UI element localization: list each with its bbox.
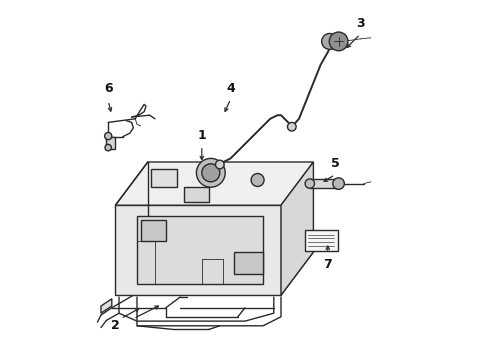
Circle shape [251,174,264,186]
Polygon shape [234,252,263,274]
Text: 5: 5 [331,157,340,170]
Circle shape [333,178,344,189]
Circle shape [105,144,111,151]
Circle shape [216,160,224,169]
Polygon shape [141,220,166,241]
FancyBboxPatch shape [305,230,338,251]
Polygon shape [281,162,314,295]
Text: 6: 6 [104,82,113,95]
Polygon shape [137,216,263,284]
Polygon shape [116,252,314,295]
Text: 3: 3 [356,17,365,30]
Circle shape [321,33,338,49]
Circle shape [288,122,296,131]
Text: 2: 2 [111,319,120,332]
Text: 7: 7 [323,258,332,271]
Polygon shape [151,169,176,187]
Circle shape [104,132,112,140]
Polygon shape [310,179,339,188]
Polygon shape [116,205,281,295]
Text: 4: 4 [226,82,235,95]
Circle shape [305,179,315,188]
Circle shape [196,158,225,187]
Polygon shape [101,299,112,313]
Polygon shape [106,137,116,149]
Polygon shape [184,187,209,202]
Polygon shape [116,162,314,205]
Circle shape [329,32,348,51]
Circle shape [202,164,220,182]
Text: 1: 1 [197,129,206,141]
